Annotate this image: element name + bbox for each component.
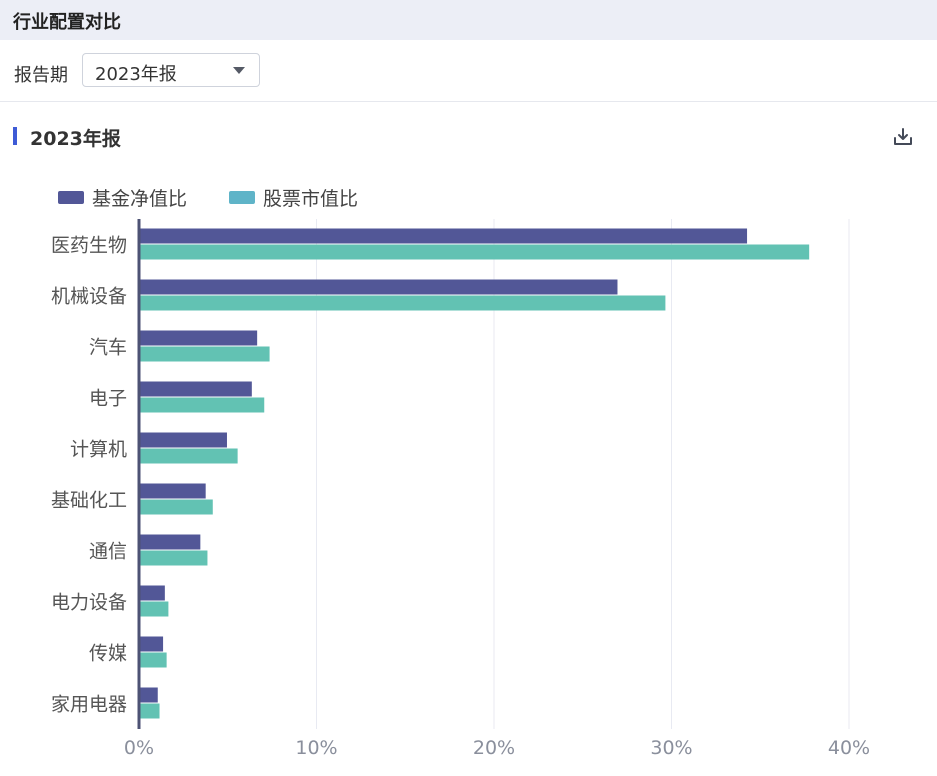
bar-stock-2	[140, 346, 270, 362]
category-label-8: 传媒	[89, 643, 127, 665]
legend-item-stock[interactable]: 股票市值比	[229, 185, 359, 210]
bar-fund-2	[140, 330, 258, 346]
bar-stock-7	[140, 601, 169, 617]
panel-title-accent	[13, 127, 17, 145]
download-icon[interactable]	[892, 126, 914, 148]
category-label-5: 基础化工	[51, 490, 127, 512]
x-tick-label-3: 30%	[650, 737, 692, 759]
bar-stock-4	[140, 448, 238, 464]
legend-label-stock: 股票市值比	[263, 187, 359, 210]
header-bar: 行业配置对比	[0, 0, 937, 40]
report-period-select[interactable]: 2023年报	[82, 53, 260, 87]
category-label-9: 家用电器	[51, 694, 127, 716]
bar-stock-9	[140, 703, 160, 719]
category-label-1: 机械设备	[51, 286, 127, 308]
category-label-0: 医药生物	[51, 235, 127, 257]
bar-fund-9	[140, 687, 158, 703]
report-period-label: 报告期	[14, 65, 68, 86]
bar-stock-1	[140, 295, 666, 311]
bar-stock-6	[140, 550, 208, 566]
x-tick-label-0: 0%	[124, 737, 154, 759]
bar-fund-0	[140, 228, 748, 244]
category-label-4: 计算机	[70, 439, 127, 461]
bar-fund-1	[140, 279, 618, 295]
legend-label-fund: 基金净值比	[92, 187, 188, 210]
bar-stock-5	[140, 499, 213, 515]
legend-swatch-stock	[229, 190, 255, 204]
bar-fund-4	[140, 432, 227, 448]
category-label-6: 通信	[89, 541, 127, 563]
chevron-down-icon	[233, 67, 245, 74]
x-tick-label-1: 10%	[295, 737, 337, 759]
category-label-2: 汽车	[89, 337, 127, 359]
report-period-value: 2023年报	[95, 64, 177, 85]
x-tick-label-4: 40%	[828, 737, 870, 759]
legend-item-fund[interactable]: 基金净值比	[58, 185, 188, 210]
bar-fund-6	[140, 534, 201, 550]
page-title: 行业配置对比	[13, 12, 121, 33]
bar-fund-5	[140, 483, 206, 499]
bar-stock-8	[140, 652, 167, 668]
category-label-7: 电力设备	[51, 592, 127, 614]
category-label-3: 电子	[89, 388, 127, 410]
panel-title: 2023年报	[30, 128, 121, 150]
x-tick-label-2: 20%	[473, 737, 515, 759]
bar-stock-0	[140, 244, 810, 260]
bar-fund-7	[140, 585, 165, 601]
bar-stock-3	[140, 397, 265, 413]
legend-swatch-fund	[58, 190, 84, 204]
bar-fund-3	[140, 381, 252, 397]
filter-row: 报告期 2023年报	[0, 40, 937, 102]
bar-fund-8	[140, 636, 164, 652]
